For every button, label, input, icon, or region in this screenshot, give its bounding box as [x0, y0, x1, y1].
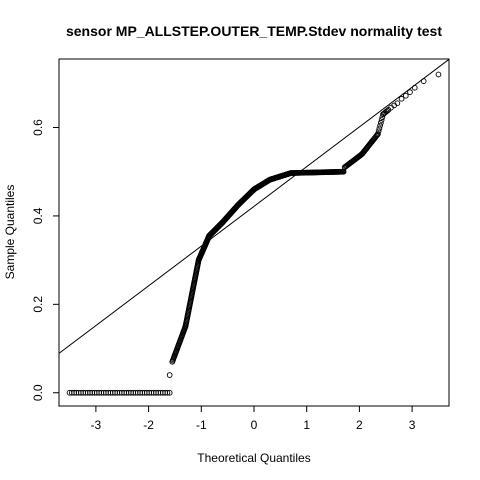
sample-points	[66, 71, 442, 396]
data-point	[420, 78, 427, 84]
y-tick-label: 0.2	[31, 296, 45, 313]
data-point	[411, 84, 418, 91]
reference-line	[59, 59, 449, 354]
x-tick-label: 3	[409, 418, 416, 432]
x-tick-label: -2	[143, 418, 154, 432]
data-point	[398, 95, 405, 102]
data-point	[375, 131, 381, 137]
data-point	[384, 107, 391, 114]
y-axis: 0.0 0.2 0.4 0.6	[31, 119, 59, 401]
x-tick-label: 0	[251, 418, 258, 432]
x-axis-label: Theoretical Quantiles	[197, 451, 310, 465]
data-point	[378, 119, 384, 126]
x-tick-label: 2	[356, 418, 363, 432]
data-point	[164, 389, 171, 396]
x-tick-label: 1	[303, 418, 310, 432]
data-point	[373, 133, 380, 139]
data-point	[402, 92, 409, 99]
data-point	[166, 389, 173, 396]
x-tick-label: -3	[91, 418, 102, 432]
data-point	[166, 372, 173, 378]
chart-title: sensor MP_ALLSTEP.OUTER_TEMP.Stdev norma…	[66, 23, 442, 39]
y-axis-label: Sample Quantiles	[3, 185, 17, 280]
data-point	[376, 125, 383, 132]
x-tick-label: -1	[196, 418, 207, 432]
data-point	[378, 117, 385, 123]
x-axis: -3 -2 -1 0 1 2 3	[91, 406, 416, 432]
y-tick-label: 0.0	[31, 384, 45, 401]
data-point	[375, 128, 382, 135]
data-point	[407, 89, 413, 96]
data-point	[377, 122, 383, 129]
y-tick-label: 0.4	[31, 207, 45, 224]
data-point	[394, 100, 401, 107]
data-point	[374, 132, 381, 138]
data-point	[435, 71, 442, 78]
y-tick-label: 0.6	[31, 119, 45, 136]
